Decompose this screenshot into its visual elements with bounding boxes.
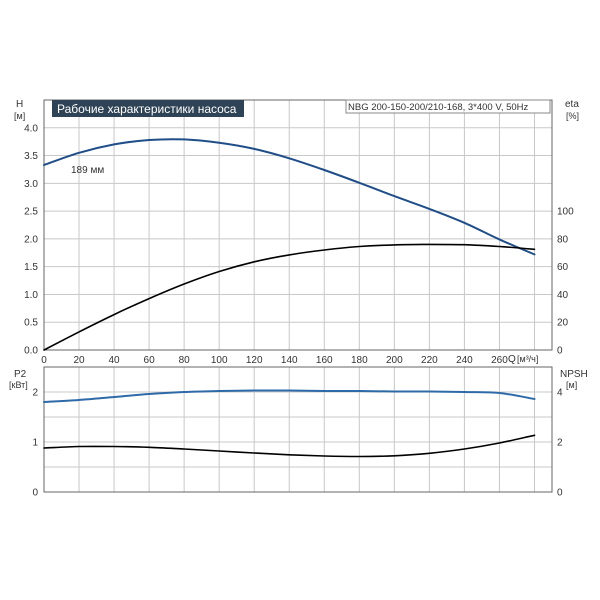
power-curve-line xyxy=(43,389,536,403)
h-tick-label: 4.0 xyxy=(24,123,38,134)
npsh-tick-label: 4 xyxy=(557,388,563,399)
eta-tick-label: 60 xyxy=(557,262,569,273)
eta-tick-label: 80 xyxy=(557,234,569,245)
h-tick-label: 1.0 xyxy=(24,290,38,301)
p2-tick-label: 0 xyxy=(32,488,38,499)
x-tick-label: 100 xyxy=(211,355,228,366)
bottom-panel-grid xyxy=(43,366,552,493)
h-tick-label: 3.5 xyxy=(24,151,38,162)
eta-tick-label: 100 xyxy=(557,207,574,218)
h-tick-label: 2.5 xyxy=(24,207,38,218)
h-axis-label: H xyxy=(16,99,23,110)
p2-tick-label: 1 xyxy=(32,438,38,449)
npsh-curve-line xyxy=(43,434,536,458)
efficiency-curve-line xyxy=(43,243,536,351)
p2-tick-label: 2 xyxy=(32,388,38,399)
h-tick-label: 0.5 xyxy=(24,318,38,329)
x-tick-label: 260 xyxy=(491,355,508,366)
npsh-axis-unit: [м] xyxy=(566,380,577,390)
q-axis-label: Q xyxy=(508,354,516,365)
x-tick-label: 40 xyxy=(109,355,121,366)
x-tick-label: 80 xyxy=(179,355,191,366)
top-panel-frame xyxy=(43,99,553,351)
npsh-tick-label: 0 xyxy=(557,488,563,499)
x-tick-label: 0 xyxy=(41,355,47,366)
tick-labels: 0 20 40 60 80 100 120 140 160 180 200 220 240 2600.00… xyxy=(24,123,574,498)
x-tick-label: 60 xyxy=(144,355,156,366)
x-tick-label: 220 xyxy=(421,355,438,366)
eta-axis-label: eta xyxy=(565,99,579,110)
x-tick-label: 200 xyxy=(386,355,403,366)
p2-axis-label: P2 xyxy=(14,369,27,380)
bottom-panel-curves xyxy=(43,389,536,458)
eta-tick-label: 40 xyxy=(557,290,569,301)
eta-axis-unit: [%] xyxy=(566,111,579,121)
x-tick-label: 20 xyxy=(73,355,85,366)
x-tick-label: 140 xyxy=(281,355,298,366)
h-tick-label: 3.0 xyxy=(24,179,38,190)
chart-subtitle-box xyxy=(345,99,551,114)
q-axis-unit: [м³/ч] xyxy=(517,354,538,364)
curve-annotation: 189 мм xyxy=(71,165,104,176)
h-tick-label: 1.5 xyxy=(24,262,38,273)
head-curve-line xyxy=(43,138,536,256)
x-tick-label: 160 xyxy=(316,355,333,366)
chart-subtitle: NBG 200-150-200/210-168, 3*400 V, 50Hz xyxy=(348,102,529,113)
h-axis-unit: [м] xyxy=(14,111,25,121)
bottom-panel-frame xyxy=(43,366,553,493)
p2-axis-unit: [кВт] xyxy=(9,380,28,390)
x-tick-label: 240 xyxy=(456,355,473,366)
h-tick-label: 0.0 xyxy=(24,346,38,357)
npsh-tick-label: 2 xyxy=(557,438,563,449)
eta-tick-label: 20 xyxy=(557,318,569,329)
x-tick-label: 180 xyxy=(351,355,368,366)
chart-title: Рабочие характеристики насоса xyxy=(57,102,237,116)
h-tick-label: 2.0 xyxy=(24,234,38,245)
x-tick-label: 120 xyxy=(246,355,263,366)
chart-title-box xyxy=(52,100,244,117)
eta-tick-label: 0 xyxy=(557,346,563,357)
top-panel-curves xyxy=(43,138,536,351)
npsh-axis-label: NPSH xyxy=(560,369,588,380)
